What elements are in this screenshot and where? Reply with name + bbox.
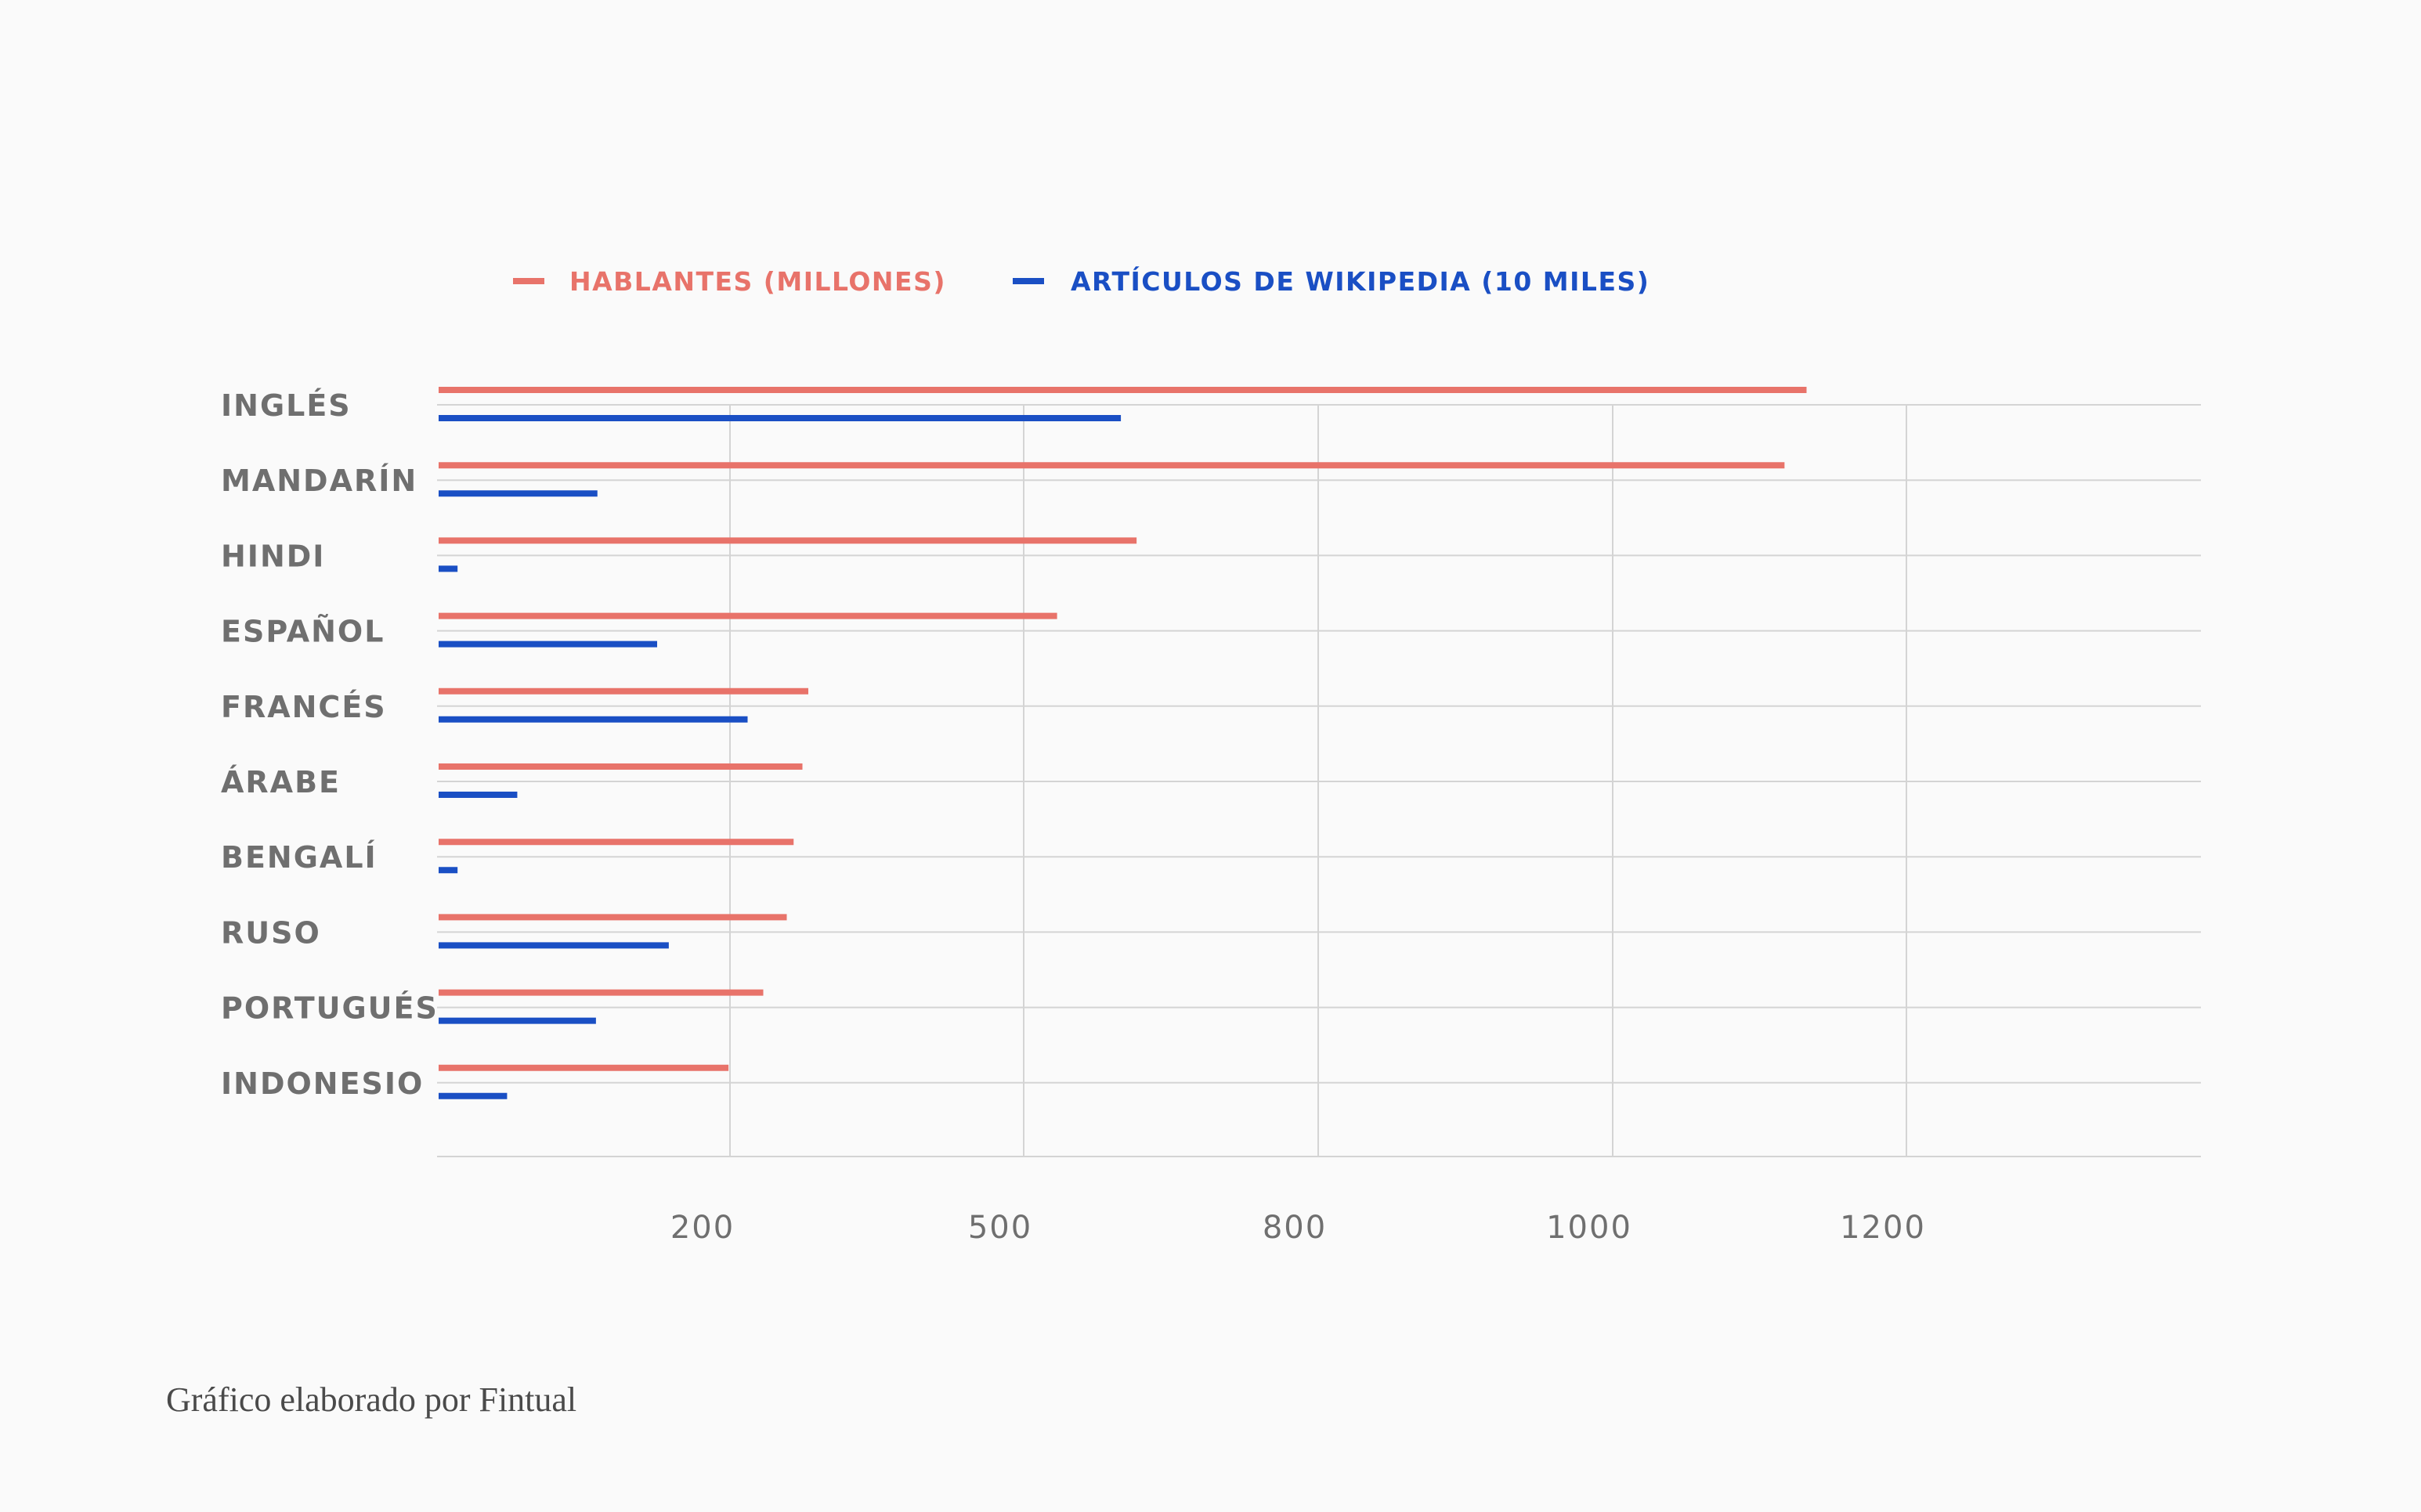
category-labels: INGLÉS MANDARÍN HINDI ESPAÑOL FRANCÉS ÁRABE BE… <box>221 388 439 1101</box>
x-tick-label: 1200 <box>1840 1210 1926 1246</box>
x-tick-label: 200 <box>670 1210 735 1246</box>
category-label: HINDI <box>221 539 325 573</box>
category-label: FRANCÉS <box>221 690 387 724</box>
category-label: PORTUGUÉS <box>221 991 439 1026</box>
x-tick-label: 500 <box>968 1210 1032 1246</box>
chart-legend: HABLANTES (MILLONES) ARTÍCULOS DE WIKIPE… <box>513 265 1650 297</box>
legend-label-speakers: HABLANTES (MILLONES) <box>569 266 946 297</box>
category-label: RUSO <box>221 915 321 950</box>
x-tick-label: 1000 <box>1546 1210 1632 1246</box>
category-label: MANDARÍN <box>221 464 417 498</box>
chart-gridlines <box>437 404 2201 1157</box>
category-label: BENGALÍ <box>221 840 378 875</box>
x-tick-label: 800 <box>1263 1210 1327 1246</box>
chart-bars <box>439 387 1807 1099</box>
category-label: ESPAÑOL <box>221 615 385 649</box>
legend-label-wikipedia: ARTÍCULOS DE WIKIPEDIA (10 MILES) <box>1071 265 1650 297</box>
chart-credit: Gráfico elaborado por Fintual <box>166 1380 577 1419</box>
category-label: ÁRABE <box>221 765 341 799</box>
x-axis-tick-labels: 200 500 800 1000 1200 <box>670 1210 1926 1246</box>
category-label: INGLÉS <box>221 388 352 423</box>
category-label: INDONESIO <box>221 1066 424 1101</box>
